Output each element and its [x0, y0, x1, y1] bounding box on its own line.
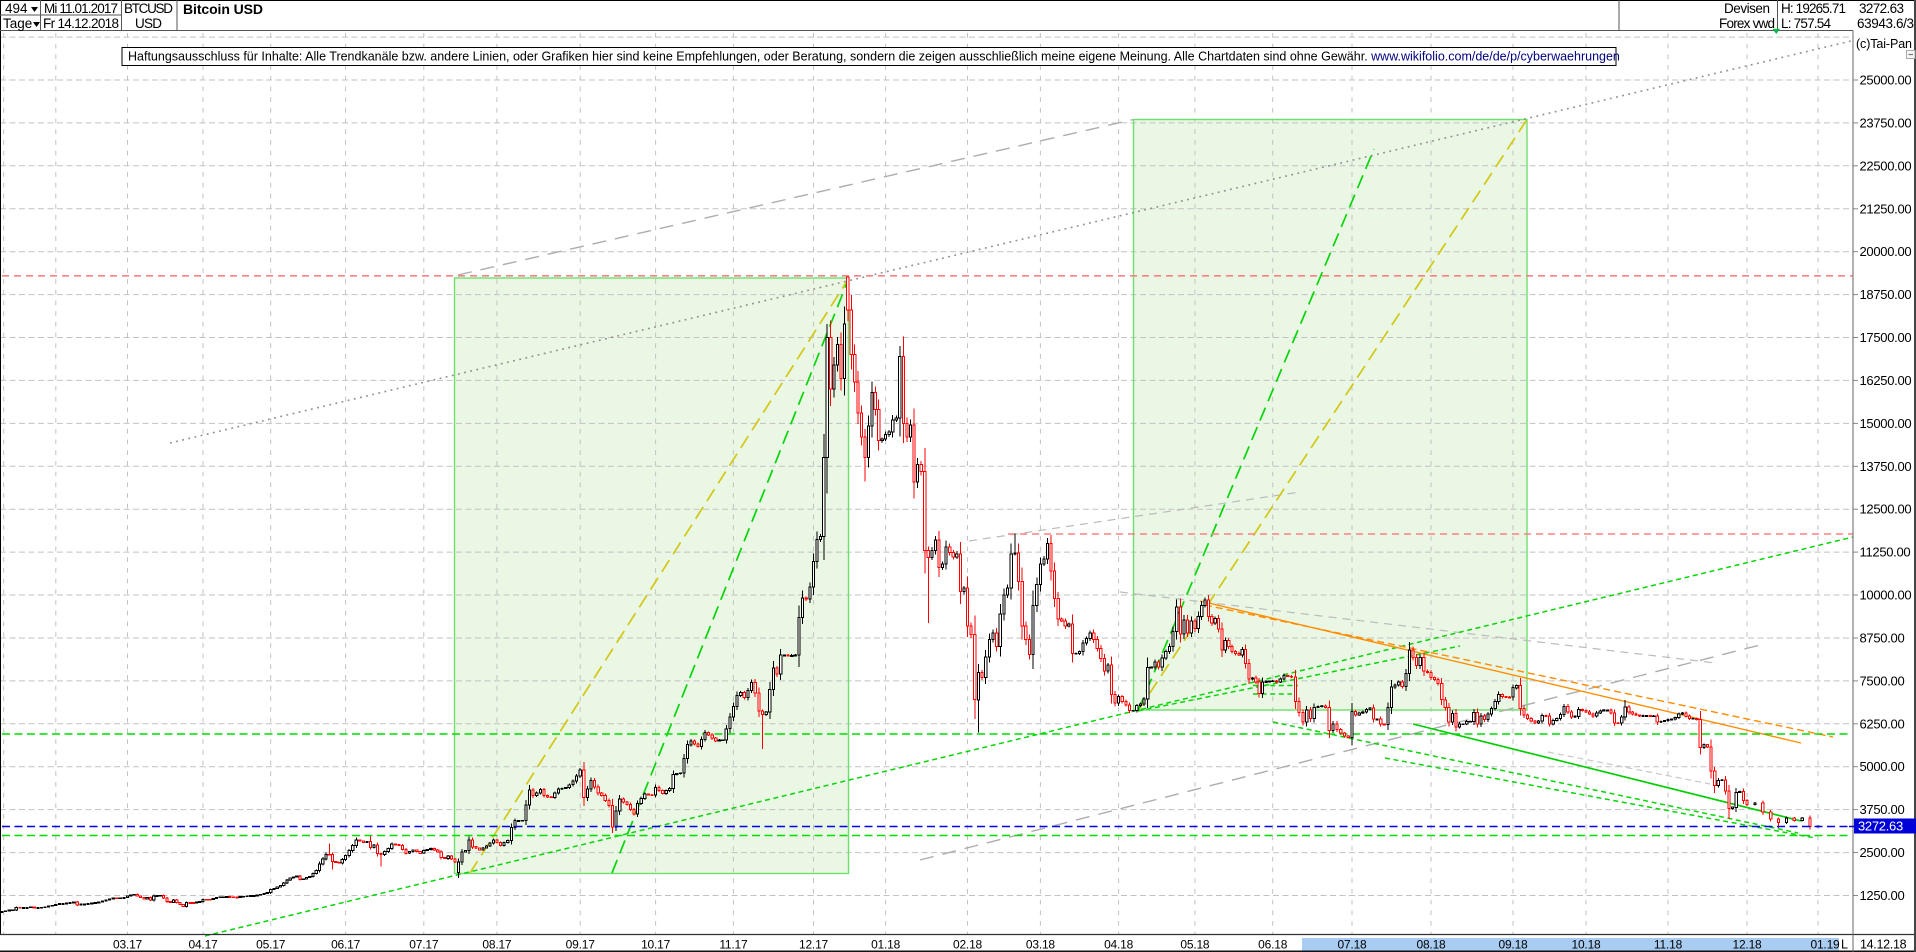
svg-text:3272.63: 3272.63	[1858, 819, 1903, 834]
svg-text:13750.00: 13750.00	[1860, 459, 1912, 474]
svg-text:Bitcoin USD: Bitcoin USD	[183, 1, 263, 17]
svg-text:05.17: 05.17	[256, 938, 286, 952]
svg-text:18750.00: 18750.00	[1860, 287, 1912, 302]
svg-text:5000.00: 5000.00	[1860, 759, 1905, 774]
svg-text:12.17: 12.17	[799, 938, 829, 952]
svg-text:03.18: 03.18	[1026, 938, 1056, 952]
svg-text:06.18: 06.18	[1258, 938, 1288, 952]
svg-text:09.18: 09.18	[1498, 938, 1528, 952]
svg-text:08.17: 08.17	[482, 938, 512, 952]
svg-text:Tage: Tage	[3, 16, 32, 31]
svg-text:11250.00: 11250.00	[1860, 545, 1911, 560]
svg-text:09.17: 09.17	[566, 938, 596, 952]
svg-text:6250.00: 6250.00	[1860, 716, 1905, 731]
svg-text:15000.00: 15000.00	[1860, 416, 1912, 431]
svg-text:Mi 11.01.2017: Mi 11.01.2017	[44, 1, 118, 16]
svg-text:04.18: 04.18	[1104, 938, 1134, 952]
svg-text:21250.00: 21250.00	[1860, 201, 1912, 216]
svg-text:05.18: 05.18	[1180, 938, 1210, 952]
svg-text:23750.00: 23750.00	[1860, 115, 1912, 130]
svg-text:16250.00: 16250.00	[1860, 373, 1912, 388]
svg-text:Fr 14.12.2018: Fr 14.12.2018	[43, 16, 119, 31]
svg-text:Forex vwd: Forex vwd	[1719, 16, 1775, 31]
svg-text:L: L	[1841, 938, 1848, 952]
svg-text:07.17: 07.17	[409, 938, 439, 952]
svg-text:06.17: 06.17	[331, 938, 361, 952]
svg-text:L: 757.54: L: 757.54	[1781, 16, 1831, 31]
svg-text:10.18: 10.18	[1571, 938, 1601, 952]
svg-text:63943.6/3: 63943.6/3	[1857, 16, 1914, 31]
svg-text:25000.00: 25000.00	[1860, 73, 1912, 88]
svg-text:2500.00: 2500.00	[1860, 845, 1905, 860]
svg-text:USD: USD	[135, 16, 162, 31]
svg-text:3750.00: 3750.00	[1860, 802, 1905, 817]
svg-text:12.18: 12.18	[1732, 938, 1762, 952]
svg-text:03.17: 03.17	[113, 938, 143, 952]
svg-text:02.18: 02.18	[953, 938, 983, 952]
svg-text:10.17: 10.17	[641, 938, 671, 952]
svg-text:1250.00: 1250.00	[1860, 888, 1905, 903]
svg-text:12500.00: 12500.00	[1860, 502, 1912, 517]
svg-text:14.12.18: 14.12.18	[1860, 938, 1907, 952]
svg-text:3272.63: 3272.63	[1859, 1, 1904, 16]
svg-text:11.18: 11.18	[1654, 938, 1683, 952]
svg-text:10000.00: 10000.00	[1860, 588, 1912, 603]
svg-text:01.18: 01.18	[871, 938, 901, 952]
svg-text:BTCUSD: BTCUSD	[124, 1, 173, 16]
svg-text:22500.00: 22500.00	[1860, 158, 1912, 173]
svg-text:Devisen: Devisen	[1724, 1, 1770, 16]
svg-text:494: 494	[5, 1, 28, 16]
svg-text:Haftungsausschluss für Inhalte: Haftungsausschluss für Inhalte: Alle Tre…	[128, 50, 1620, 64]
svg-text:01.19: 01.19	[1810, 938, 1840, 952]
svg-text:8750.00: 8750.00	[1860, 631, 1905, 646]
svg-text:11.17: 11.17	[719, 938, 748, 952]
svg-text:08.18: 08.18	[1416, 938, 1446, 952]
svg-text:07.18: 07.18	[1337, 938, 1367, 952]
svg-text:04.17: 04.17	[188, 938, 218, 952]
svg-text:7500.00: 7500.00	[1860, 673, 1905, 688]
svg-text:20000.00: 20000.00	[1860, 244, 1912, 259]
svg-text:H: 19265.71: H: 19265.71	[1781, 1, 1846, 16]
svg-text:17500.00: 17500.00	[1860, 330, 1912, 345]
svg-text:(c)Tai-Pan: (c)Tai-Pan	[1856, 37, 1912, 51]
